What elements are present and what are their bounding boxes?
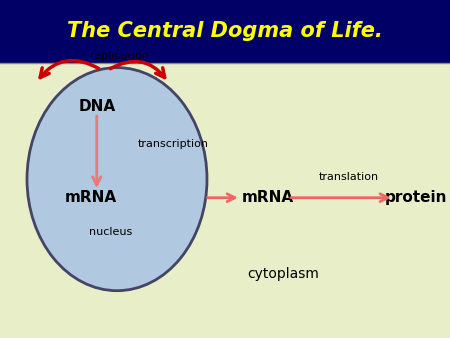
Text: cytoplasm: cytoplasm — [248, 267, 320, 281]
Text: mRNA: mRNA — [65, 190, 117, 205]
Text: nucleus: nucleus — [89, 226, 132, 237]
Text: protein: protein — [385, 190, 447, 205]
Ellipse shape — [27, 68, 207, 291]
Text: The Central Dogma of Life.: The Central Dogma of Life. — [67, 21, 383, 41]
Bar — [0, 63, 450, 338]
Text: transcription: transcription — [137, 139, 208, 149]
Text: DNA: DNA — [79, 99, 116, 114]
Bar — [0, 0, 450, 63]
Text: mRNA: mRNA — [242, 190, 294, 205]
Text: translation: translation — [319, 172, 379, 183]
Text: replication: replication — [90, 51, 148, 61]
